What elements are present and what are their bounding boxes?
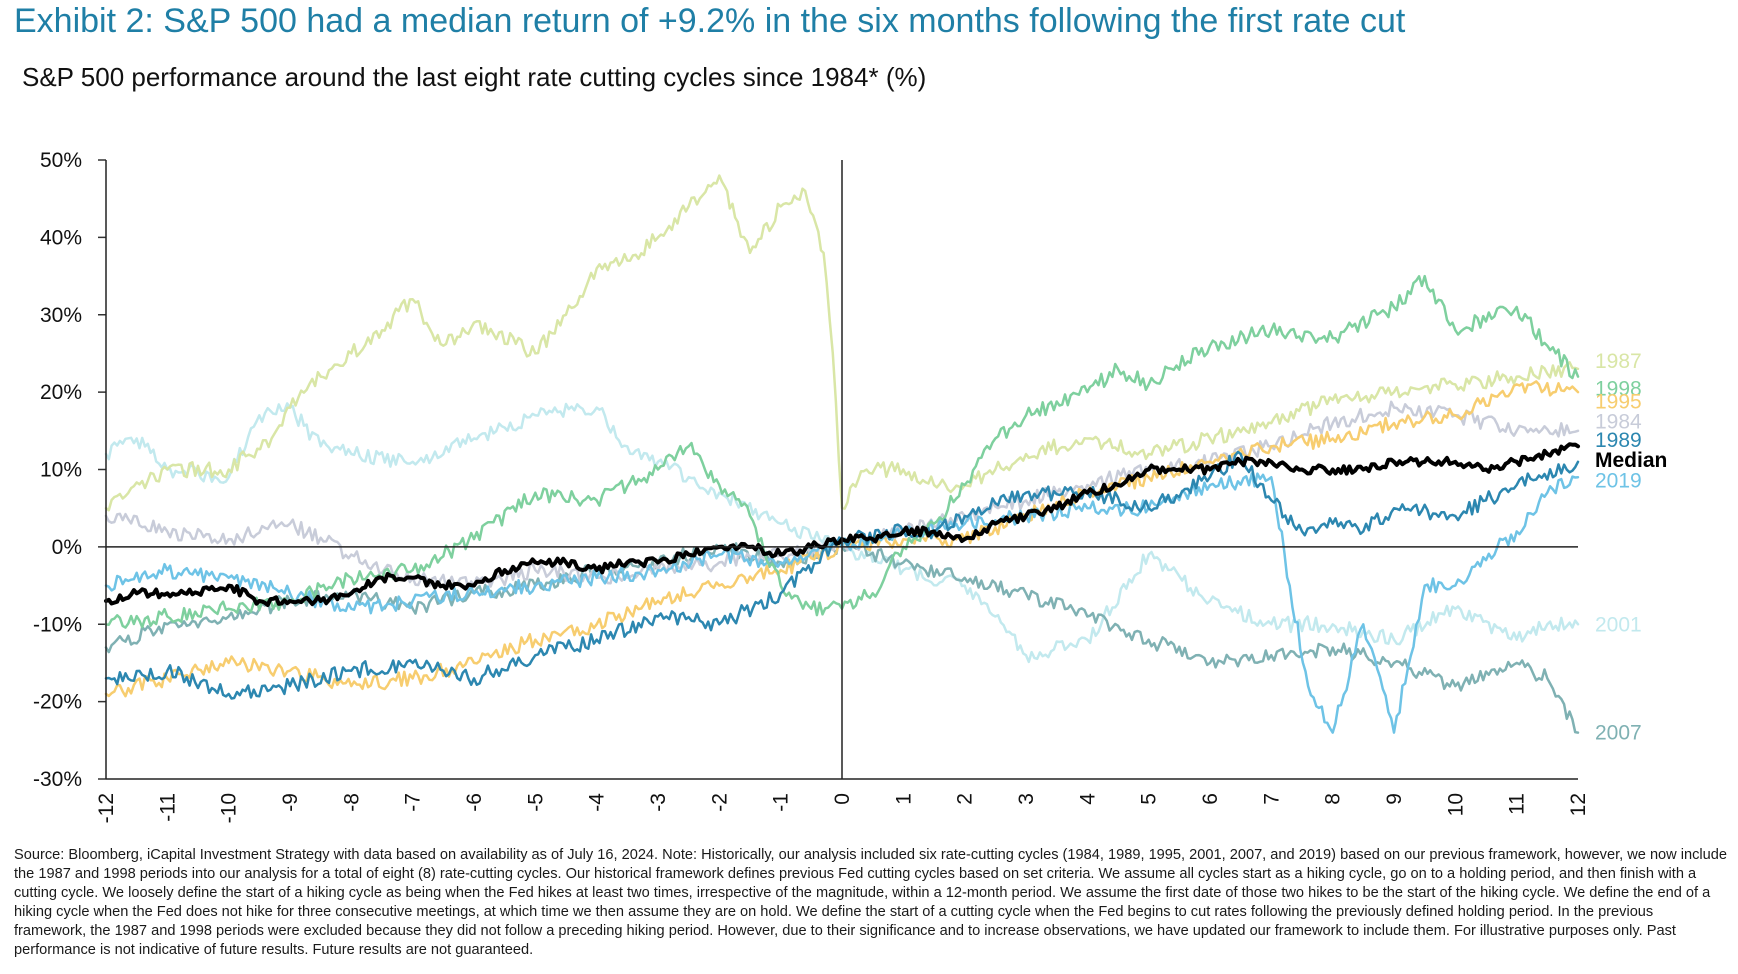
x-tick-label: -4 [586, 793, 609, 812]
series-label-1989: 1989 [1595, 429, 1642, 452]
x-axis-ticks: -12 -11 -10 -9 -8 -7 -6 -5 -4 -3 -2 -1 0 1 2 3 4 5 6 7 8 9 10 1… [95, 793, 1590, 824]
x-tick-label: 5 [1138, 793, 1161, 805]
x-tick-label: 12 [1567, 793, 1590, 816]
x-tick-label: -11 [156, 793, 179, 822]
x-tick-label: -12 [95, 793, 118, 823]
series-label-1984: 1984 [1595, 411, 1642, 434]
y-tick-label: -30% [33, 768, 82, 791]
x-tick-label: 0 [831, 793, 854, 805]
series-label-1995: 1995 [1595, 390, 1642, 413]
y-axis-ticks: -30% -20% -10% 0% 10% 20% 30% 40% 50% [33, 149, 106, 791]
x-tick-label: 8 [1322, 793, 1345, 805]
x-tick-label: -8 [340, 793, 363, 812]
x-tick-label: 10 [1444, 793, 1467, 816]
y-tick-label: -20% [33, 691, 82, 714]
x-tick-label: -1 [770, 793, 793, 812]
series-label-2001: 2001 [1595, 613, 1642, 636]
y-tick-label: 10% [40, 459, 82, 482]
series-label-1998: 1998 [1595, 377, 1642, 400]
x-tick-label: -6 [463, 793, 486, 812]
series-line-2019 [104, 472, 1580, 734]
source-note: Source: Bloomberg, iCapital Investment S… [14, 847, 1728, 958]
series-label-median: Median [1595, 449, 1667, 472]
x-tick-label: 3 [1015, 793, 1038, 805]
x-tick-label: 2 [954, 793, 977, 805]
x-tick-label: -7 [402, 793, 425, 812]
series-label-1987: 1987 [1595, 350, 1642, 373]
axes [105, 160, 1578, 780]
x-tick-label: 7 [1260, 793, 1283, 805]
line-chart: -30%-20%-10%0%10%20%30%40%50% -12 -11 -10-… [33, 149, 1667, 824]
x-tick-label: -10 [218, 793, 241, 823]
x-tick-label: -2 [708, 793, 731, 812]
chart-title: Exhibit 2: S&P 500 had a median return o… [14, 2, 1406, 40]
y-tick-label: 30% [40, 304, 82, 327]
x-tick-label: 9 [1383, 793, 1406, 805]
chart-subtitle: S&P 500 performance around the last eigh… [22, 62, 927, 92]
x-tick-label: -5 [524, 793, 547, 812]
series-label-2007: 2007 [1595, 722, 1642, 745]
x-tick-label: -9 [279, 793, 302, 812]
x-tick-label: 4 [1076, 793, 1099, 805]
y-tick-label: 0% [52, 536, 82, 559]
y-tick-label: 40% [40, 226, 82, 249]
x-tick-label: 11 [1506, 793, 1529, 815]
x-tick-label: -3 [647, 793, 670, 812]
series-label-2019: 2019 [1595, 469, 1642, 492]
y-tick-label: 20% [40, 381, 82, 404]
x-tick-label: 6 [1199, 793, 1222, 805]
x-tick-label: 1 [892, 793, 915, 805]
y-tick-label: -10% [33, 613, 82, 636]
y-tick-label: 50% [40, 149, 82, 172]
